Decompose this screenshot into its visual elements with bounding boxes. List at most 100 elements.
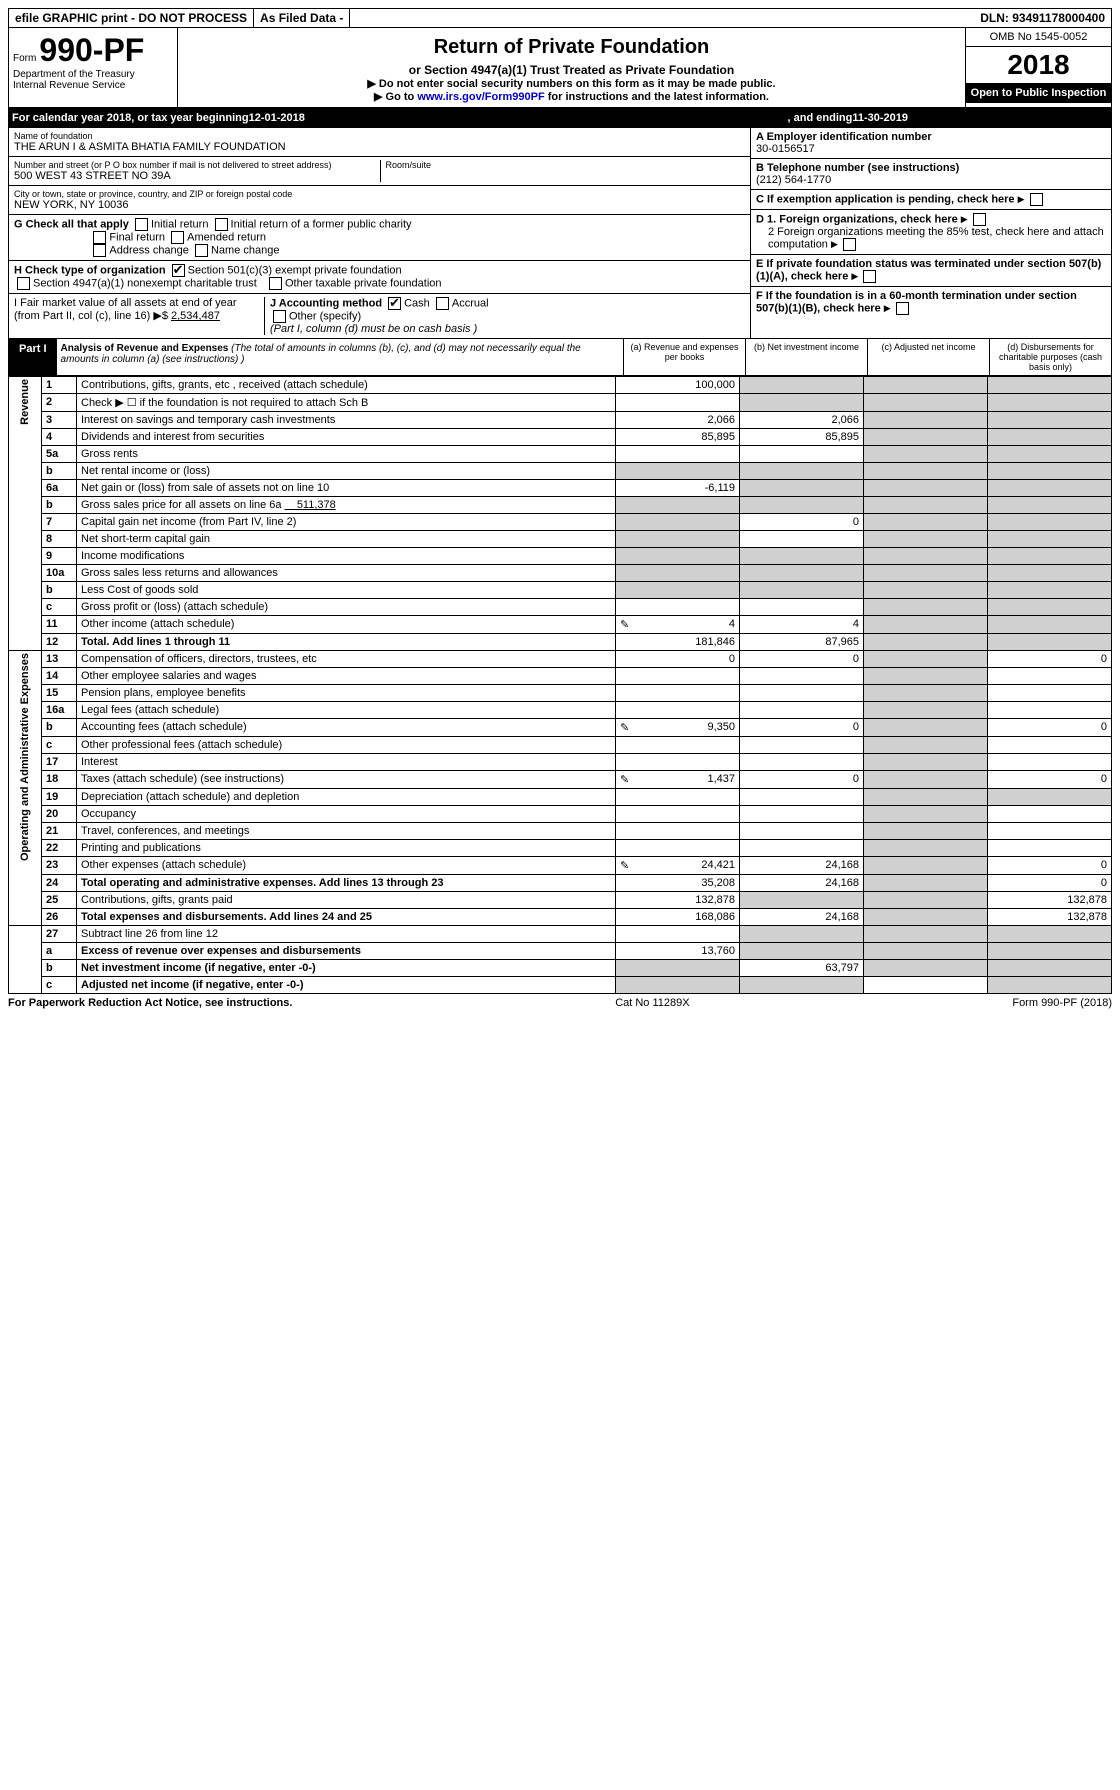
cell-a [616,960,740,977]
cell-b [740,668,864,685]
cell-a [616,702,740,719]
cell-c [864,977,988,994]
irs-link[interactable]: www.irs.gov/Form990PF [417,91,544,103]
line-number: 21 [42,823,77,840]
cell-a: 168,086 [616,909,740,926]
cell-c [864,429,988,446]
line-desc: Income modifications [77,548,616,565]
cell-c [864,685,988,702]
table-row: 2Check ▶ ☐ if the foundation is not requ… [9,394,1112,412]
cell-b [740,685,864,702]
cell-b [740,497,864,514]
table-row: 6aNet gain or (loss) from sale of assets… [9,480,1112,497]
other-method-checkbox[interactable] [273,310,286,323]
cell-b [740,565,864,582]
cell-b [740,737,864,754]
pencil-icon[interactable]: ✎ [620,618,629,631]
part1-label: Part I [9,339,57,375]
cell-b: 24,168 [740,875,864,892]
cell-b [740,806,864,823]
cell-a [616,463,740,480]
addr-label: Number and street (or P O box number if … [14,160,380,170]
cell-d [988,531,1112,548]
table-row: 11Other income (attach schedule)✎44 [9,616,1112,634]
d2-checkbox[interactable] [843,238,856,251]
instr-url: ▶ Go to www.irs.gov/Form990PF for instru… [182,90,961,103]
line-number: 15 [42,685,77,702]
cell-a: 85,895 [616,429,740,446]
cell-c [864,548,988,565]
line-desc: Interest on savings and temporary cash i… [77,412,616,429]
col-b-head: (b) Net investment income [745,339,867,375]
line-number: b [42,719,77,737]
cell-d: 0 [988,771,1112,789]
cell-b: 63,797 [740,960,864,977]
h-label: H Check type of organization [14,264,166,276]
line-number: 7 [42,514,77,531]
c-checkbox[interactable] [1030,193,1043,206]
table-row: 9Income modifications [9,548,1112,565]
table-row: 8Net short-term capital gain [9,531,1112,548]
line-number: 9 [42,548,77,565]
pencil-icon[interactable]: ✎ [620,773,629,786]
cell-a [616,789,740,806]
initial-former-checkbox[interactable] [215,218,228,231]
cell-c [864,943,988,960]
address-change-checkbox[interactable] [93,244,106,257]
amended-checkbox[interactable] [171,231,184,244]
cell-d: 0 [988,857,1112,875]
line-desc: Adjusted net income (if negative, enter … [77,977,616,994]
cell-a: ✎9,350 [616,719,740,737]
cell-a: 132,878 [616,892,740,909]
filer-info: Name of foundation THE ARUN I & ASMITA B… [8,128,1112,339]
other-taxable-checkbox[interactable] [269,277,282,290]
efile-notice: efile GRAPHIC print - DO NOT PROCESS [9,9,254,27]
cell-c [864,857,988,875]
cash-checkbox[interactable] [388,297,401,310]
accrual-checkbox[interactable] [436,297,449,310]
line-desc: Total. Add lines 1 through 11 [77,634,616,651]
part1-header: Part I Analysis of Revenue and Expenses … [8,339,1112,376]
cell-c [864,875,988,892]
cell-b: 0 [740,771,864,789]
line-number: 23 [42,857,77,875]
name-label: Name of foundation [14,131,745,141]
initial-return-checkbox[interactable] [135,218,148,231]
table-row: 26Total expenses and disbursements. Add … [9,909,1112,926]
final-return-checkbox[interactable] [93,231,106,244]
e-checkbox[interactable] [863,270,876,283]
4947a1-checkbox[interactable] [17,277,30,290]
pencil-icon[interactable]: ✎ [620,859,629,872]
table-row: 21Travel, conferences, and meetings [9,823,1112,840]
cell-b: 24,168 [740,857,864,875]
e-label: E If private foundation status was termi… [756,258,1101,282]
d1-checkbox[interactable] [973,213,986,226]
line-number: 17 [42,754,77,771]
cell-d [988,463,1112,480]
cell-b [740,702,864,719]
cell-c [864,668,988,685]
tax-year: 2018 [966,47,1111,83]
cell-c [864,634,988,651]
f-checkbox[interactable] [896,302,909,315]
501c3-checkbox[interactable] [172,264,185,277]
cell-b [740,926,864,943]
part1-table: Revenue1Contributions, gifts, grants, et… [8,376,1112,994]
line-desc: Depreciation (attach schedule) and deple… [77,789,616,806]
footer-left: For Paperwork Reduction Act Notice, see … [8,997,292,1009]
cell-c [864,616,988,634]
cell-c [864,497,988,514]
pencil-icon[interactable]: ✎ [620,721,629,734]
street-address: 500 WEST 43 STREET NO 39A [14,170,380,182]
cell-b [740,892,864,909]
table-row: bGross sales price for all assets on lin… [9,497,1112,514]
cell-c [864,840,988,857]
cell-d [988,943,1112,960]
cell-d [988,616,1112,634]
line-number: 1 [42,377,77,394]
table-row: 3Interest on savings and temporary cash … [9,412,1112,429]
cell-a: ✎1,437 [616,771,740,789]
line-number: 19 [42,789,77,806]
name-change-checkbox[interactable] [195,244,208,257]
cell-b [740,548,864,565]
